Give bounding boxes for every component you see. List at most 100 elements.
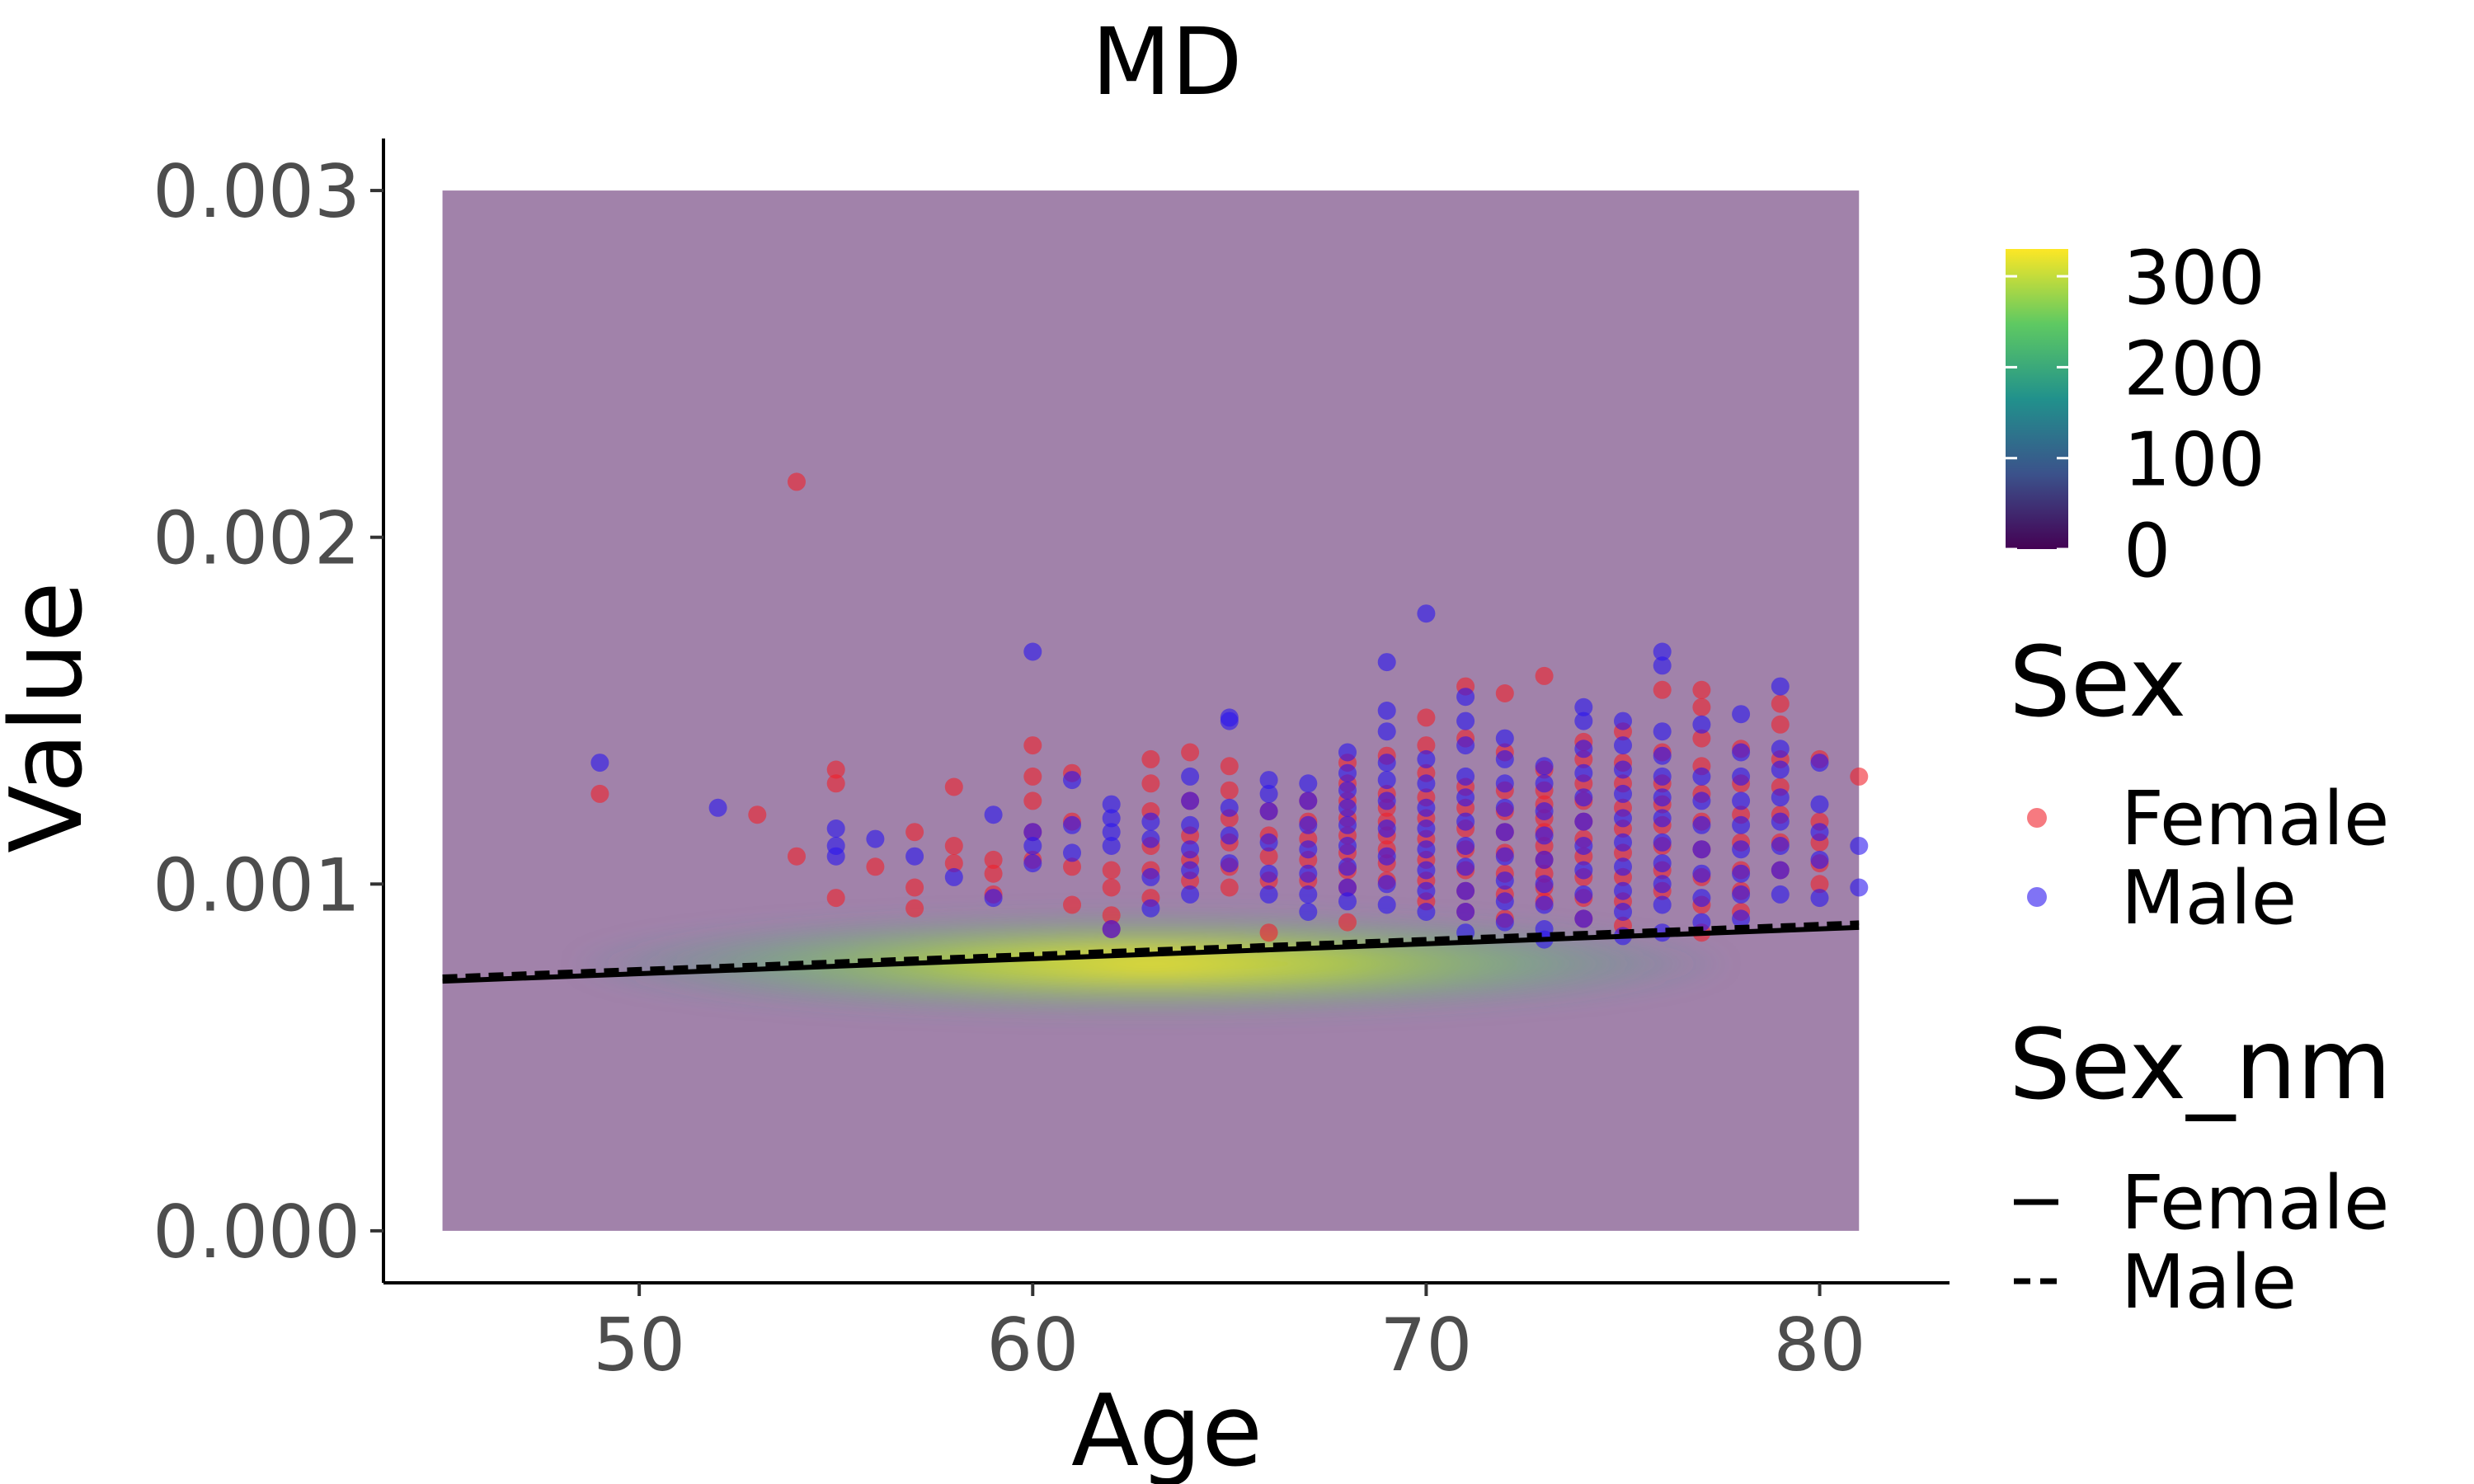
male-point — [1653, 642, 1672, 661]
male-point — [1614, 881, 1632, 900]
male-point — [905, 847, 924, 866]
female-point — [866, 857, 885, 876]
female-point — [1692, 680, 1711, 699]
male-point — [1377, 819, 1396, 838]
female-point — [944, 854, 963, 873]
colorbar-tick-label: 100 — [2124, 417, 2265, 504]
male-point — [1102, 795, 1121, 814]
male-point — [1535, 895, 1554, 914]
male-point — [1732, 885, 1751, 904]
male-point — [1614, 903, 1632, 921]
male-point — [1495, 729, 1514, 748]
male-point — [1377, 754, 1396, 773]
scatter-points — [590, 472, 1869, 949]
male-point — [1574, 812, 1593, 831]
x-tick-label: 80 — [1774, 1303, 1866, 1388]
female-point — [788, 472, 806, 491]
y-ticks: 0.000 0.001 0.002 0.003 — [153, 149, 383, 1275]
male-point — [1692, 815, 1711, 834]
male-point — [1456, 903, 1475, 921]
male-point — [1299, 791, 1318, 810]
female-point — [1259, 923, 1278, 942]
male-point — [1771, 788, 1790, 807]
female-point — [1259, 847, 1278, 866]
male-point — [1023, 642, 1042, 661]
male-point — [826, 819, 845, 838]
female-point — [1850, 767, 1869, 786]
male-point — [1653, 875, 1672, 894]
y-tick-label: 0.002 — [153, 496, 360, 581]
male-point — [1495, 823, 1514, 842]
male-point — [1456, 736, 1475, 755]
female-point — [944, 777, 963, 796]
male-point — [1417, 798, 1436, 817]
female-point — [590, 784, 609, 803]
female-point — [1181, 743, 1200, 762]
male-point — [1220, 854, 1239, 873]
y-tick-label: 0.001 — [153, 843, 360, 928]
male-point — [1574, 885, 1593, 904]
female-point — [984, 850, 1003, 869]
male-point — [1181, 840, 1200, 859]
female-point — [1023, 736, 1042, 755]
male-point — [1377, 895, 1396, 914]
male-point — [1535, 850, 1554, 869]
male-point — [1417, 881, 1436, 900]
male-point — [1141, 867, 1160, 886]
male-point — [1692, 715, 1711, 734]
male-point — [1338, 837, 1357, 855]
female-point — [1102, 861, 1121, 880]
male-point — [1299, 885, 1318, 904]
male-point — [708, 798, 727, 817]
male-point — [1417, 903, 1436, 921]
female-point — [1417, 708, 1436, 727]
male-point — [1574, 861, 1593, 880]
female-point — [1338, 913, 1357, 932]
male-point — [1771, 677, 1790, 696]
x-ticks: 50 60 70 80 — [593, 1283, 1866, 1388]
legend-key-female-point — [2027, 808, 2047, 828]
colorbar-gradient — [2006, 249, 2068, 549]
male-point — [1535, 875, 1554, 894]
male-point — [1535, 802, 1554, 820]
male-point — [1574, 837, 1593, 855]
male-point — [1810, 823, 1829, 842]
male-point — [1141, 829, 1160, 848]
male-point — [1417, 774, 1436, 793]
colorbar-tick-label: 300 — [2124, 235, 2265, 322]
male-point — [1259, 802, 1278, 820]
female-point — [1653, 680, 1672, 699]
female-point — [1141, 749, 1160, 768]
male-point — [1181, 861, 1200, 880]
male-point — [1259, 864, 1278, 883]
male-point — [1338, 781, 1357, 800]
male-point — [1456, 837, 1475, 855]
male-point — [1653, 722, 1672, 741]
female-point — [1495, 684, 1514, 702]
male-point — [1574, 740, 1593, 758]
male-point — [1495, 871, 1514, 890]
male-point — [1535, 757, 1554, 776]
male-point — [866, 829, 885, 848]
male-point — [1299, 903, 1318, 921]
male-point — [1377, 875, 1396, 894]
density-peak-glow — [565, 913, 1737, 1016]
male-point — [1495, 749, 1514, 768]
male-point — [1299, 774, 1318, 793]
y-tick-label: 0.003 — [153, 149, 360, 234]
male-point — [1220, 798, 1239, 817]
colorbar-tick-label: 200 — [2124, 326, 2265, 412]
male-point — [1692, 889, 1711, 908]
male-point — [1574, 697, 1593, 716]
male-point — [1810, 889, 1829, 908]
male-point — [1614, 833, 1632, 852]
male-point — [1338, 857, 1357, 876]
female-point — [1023, 767, 1042, 786]
male-point — [1377, 653, 1396, 672]
male-point — [1574, 711, 1593, 730]
colorbar-tick-label: 0 — [2124, 508, 2171, 594]
y-axis-title: Value — [0, 581, 105, 853]
x-axis-title: Age — [1071, 1374, 1263, 1484]
